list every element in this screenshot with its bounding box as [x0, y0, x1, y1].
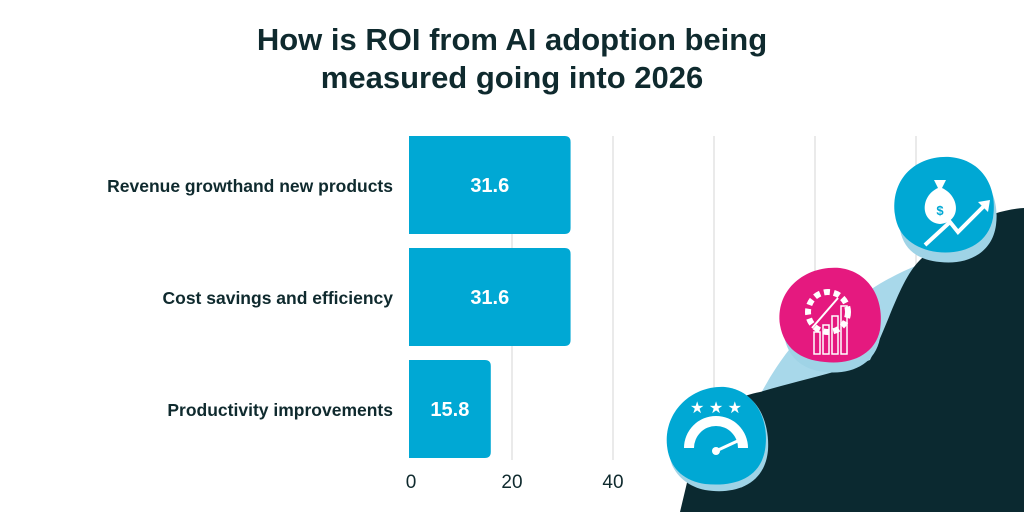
chart-title-line-1: How is ROI from AI adoption being: [257, 22, 767, 57]
chart-title-line-2: measured going into 2026: [321, 60, 703, 95]
speedometer-stars-icon: ★ ★ ★: [666, 386, 769, 492]
bar-value-label: 15.8: [430, 399, 469, 421]
x-axis-ticks: 0 20 40: [406, 472, 624, 493]
category-label: Productivity improvements: [167, 400, 393, 420]
bar: [409, 248, 571, 346]
x-tick-label: 0: [406, 472, 417, 493]
x-tick-label: 40: [602, 472, 623, 493]
gear-chart-icon: [779, 267, 881, 373]
bars: 31.6 Revenue growthand new products 31.6 Co…: [107, 136, 571, 458]
svg-text:★ ★ ★: ★ ★ ★: [690, 400, 742, 417]
bar: [409, 136, 571, 234]
category-label: Revenue growthand new products: [107, 176, 393, 196]
mountain-illustration: ★ ★ ★ $: [666, 156, 1024, 512]
bar: [409, 360, 491, 458]
x-tick-label: 20: [501, 472, 522, 493]
bar-value-label: 31.6: [470, 175, 509, 197]
money-bag-growth-icon: $: [894, 156, 997, 263]
bar-value-label: 31.6: [470, 287, 509, 309]
category-label: Cost savings and efficiency: [163, 288, 394, 308]
svg-text:$: $: [936, 203, 944, 218]
